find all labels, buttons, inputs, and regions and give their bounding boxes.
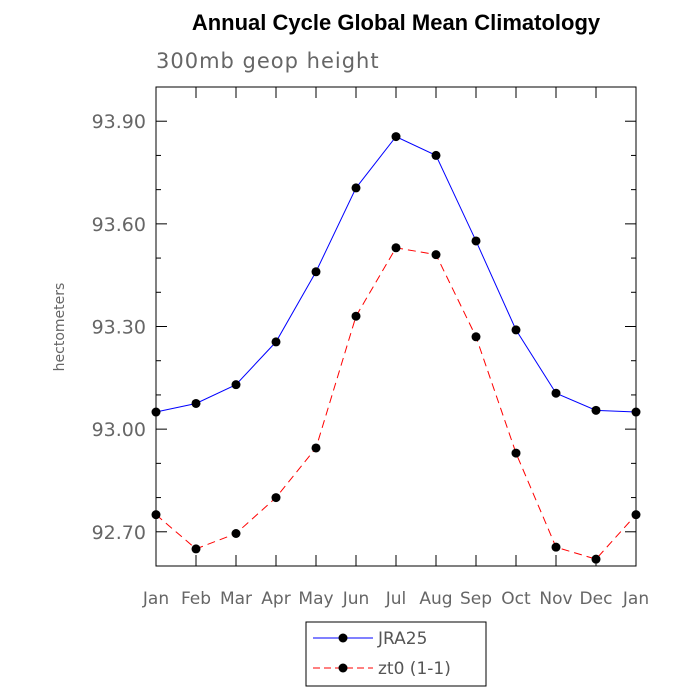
data-point-zt0: [231, 528, 241, 538]
data-point-zt0: [551, 542, 561, 552]
x-tick-label: Jan: [622, 589, 649, 609]
data-point-zt0: [351, 311, 361, 321]
data-point-jra25: [551, 388, 561, 398]
legend: JRA25 zt0 (1-1): [305, 621, 487, 687]
data-point-jra25: [431, 150, 441, 160]
data-point-zt0: [151, 510, 161, 520]
x-tick-label: May: [298, 589, 333, 609]
x-tick-label: Apr: [261, 589, 290, 609]
x-tick-label: Aug: [419, 589, 452, 609]
x-tick-label: Oct: [501, 589, 531, 609]
data-point-jra25: [231, 380, 241, 390]
x-tick-label: Jan: [142, 589, 169, 609]
legend-label-jra25: JRA25: [377, 629, 427, 649]
data-point-jra25: [271, 337, 281, 347]
y-tick-label: 93.30: [92, 317, 146, 339]
data-point-jra25: [591, 405, 601, 415]
x-tick-label: Nov: [539, 589, 572, 609]
data-point-zt0: [471, 332, 481, 342]
data-point-jra25: [631, 407, 641, 417]
x-tick-label: Dec: [580, 589, 613, 609]
chart-subtitle: 300mb geop height: [156, 49, 380, 73]
data-point-zt0: [191, 544, 201, 554]
y-axis-ticks: 92.70 93.00 93.30 93.60 93.90: [92, 111, 636, 544]
y-tick-label: 93.00: [92, 419, 146, 441]
data-point-zt0: [511, 448, 521, 458]
data-point-zt0: [591, 554, 601, 564]
plot-area: [155, 86, 637, 567]
x-tick-label: Jun: [342, 589, 370, 609]
data-point-zt0: [391, 243, 401, 253]
legend-box: [305, 621, 487, 687]
chart-title: Annual Cycle Global Mean Climatology: [192, 10, 601, 35]
data-point-zt0: [311, 443, 321, 453]
x-tick-label: Feb: [181, 589, 211, 609]
series-line-zt0: [155, 247, 637, 560]
data-point-zt0: [431, 250, 441, 260]
y-tick-label: 93.90: [92, 111, 146, 133]
data-point-jra25: [311, 267, 321, 277]
data-point-jra25: [471, 236, 481, 246]
series-layer: [151, 132, 641, 564]
data-point-jra25: [191, 398, 201, 408]
legend-marker-zt0: [338, 663, 348, 673]
data-point-jra25: [391, 132, 401, 142]
data-point-jra25: [511, 325, 521, 335]
x-tick-label: Mar: [220, 589, 252, 609]
y-axis-label: hectometers: [52, 283, 68, 372]
x-axis-ticks: Jan Feb Mar Apr May Jun Jul Aug Sep Oct Nov Dec Jan: [142, 87, 649, 609]
series-line-jra25: [155, 135, 637, 413]
x-tick-label: Jul: [385, 589, 407, 609]
y-tick-label: 92.70: [92, 522, 146, 544]
y-tick-label: 93.60: [92, 214, 146, 236]
data-point-zt0: [271, 493, 281, 503]
x-tick-label: Sep: [460, 589, 492, 609]
legend-label-zt0: zt0 (1-1): [378, 659, 451, 679]
legend-marker-jra25: [338, 633, 348, 643]
data-point-jra25: [351, 183, 361, 193]
data-point-jra25: [151, 407, 161, 417]
data-point-zt0: [631, 510, 641, 520]
